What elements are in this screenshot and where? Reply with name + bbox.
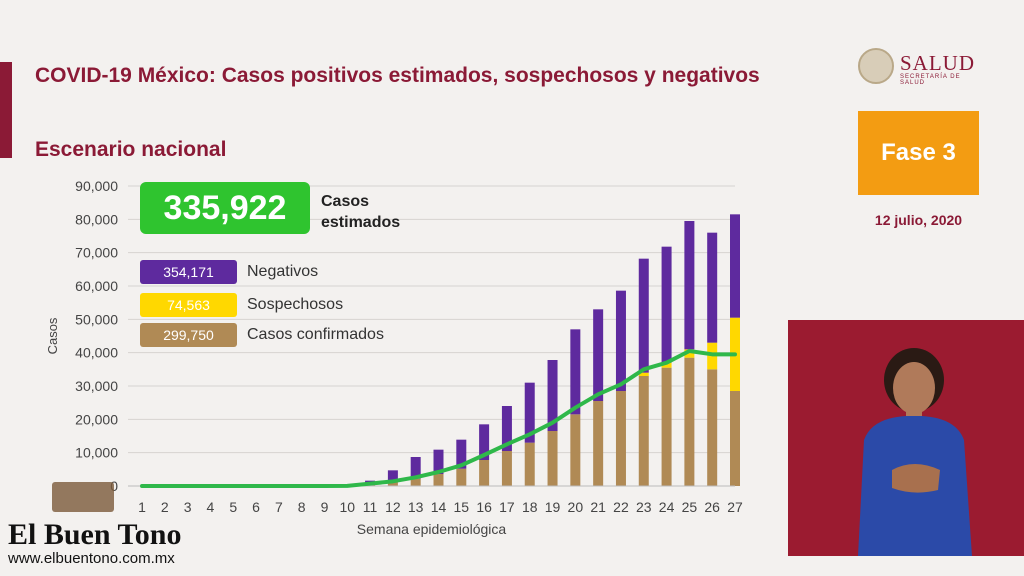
bar-negativos [730, 214, 740, 318]
bar-negativos [524, 382, 535, 443]
watermark-figures [52, 482, 114, 512]
bar-negativos [615, 290, 626, 391]
legend-negativos-label: Negativos [247, 263, 319, 280]
y-tick-label: 0 [110, 478, 118, 494]
bar-casos-confirmados [707, 369, 718, 486]
x-tick-label: 7 [275, 499, 283, 515]
bar-sospechosos [638, 372, 649, 376]
bar-casos-confirmados [593, 401, 604, 486]
bar-casos-confirmados [524, 442, 535, 486]
bar-sospechosos [661, 362, 672, 368]
page-subtitle: Escenario nacional [35, 138, 227, 161]
bar-casos-confirmados [570, 414, 581, 486]
bar-sospechosos [684, 349, 695, 358]
bar-casos-confirmados [433, 474, 444, 486]
x-tick-label: 11 [363, 499, 378, 515]
bar-casos-confirmados [661, 367, 672, 486]
x-tick-label: 15 [454, 499, 470, 515]
logo-subtitle: SECRETARÍA DE SALUD [900, 74, 961, 86]
x-tick-label: 16 [476, 499, 492, 515]
watermark-name: El Buen Tono [8, 518, 182, 551]
x-tick-label: 14 [431, 499, 447, 515]
legend-confirmados-value: 299,750 [140, 323, 237, 347]
x-tick-label: 1 [138, 499, 146, 515]
bar-casos-confirmados [684, 357, 695, 486]
x-axis-label: Semana epidemiológica [357, 521, 507, 537]
bar-negativos [433, 449, 444, 474]
x-tick-label: 21 [590, 499, 606, 515]
legend-confirmados-label: Casos confirmados [247, 326, 384, 343]
bar-negativos [570, 329, 581, 415]
y-tick-label: 70,000 [75, 245, 118, 261]
bar-casos-confirmados [547, 431, 558, 486]
total-estimated-value: 335,922 [140, 182, 310, 234]
x-tick-label: 20 [568, 499, 584, 515]
bar-negativos [661, 246, 672, 363]
line-casos-estimados [140, 349, 737, 488]
x-tick-label: 6 [252, 499, 260, 515]
accent-bar [0, 62, 12, 158]
bar-negativos [456, 439, 467, 469]
bar-negativos [387, 470, 398, 482]
x-tick-label: 26 [704, 499, 720, 515]
bar-negativos [707, 232, 718, 343]
watermark: El Buen Tono www.elbuentono.com.mx [8, 518, 181, 567]
y-tick-label: 20,000 [75, 411, 118, 427]
logo-name: SALUD [900, 51, 976, 75]
report-date: 12 julio, 2020 [874, 212, 963, 228]
phase-badge: Fase 3 [858, 111, 979, 195]
bar-casos-confirmados [387, 482, 398, 486]
seal-icon [858, 48, 894, 84]
legend-sospechosos-label: Sospechosos [247, 296, 344, 313]
x-tick-label: 25 [682, 499, 698, 515]
legend-negativos-value: 354,171 [140, 260, 237, 284]
x-tick-label: 5 [229, 499, 237, 515]
y-tick-label: 30,000 [75, 378, 118, 394]
bar-negativos [479, 424, 490, 460]
watermark-url: www.elbuentono.com.mx [8, 550, 175, 567]
bar-casos-confirmados [456, 468, 467, 486]
y-tick-label: 40,000 [75, 345, 118, 361]
bar-casos-confirmados [638, 376, 649, 486]
bar-casos-confirmados [730, 391, 740, 486]
bar-negativos [410, 457, 421, 479]
page-title: COVID-19 México: Casos positivos estimad… [35, 64, 760, 87]
interpreter-figure [858, 348, 972, 556]
bar-negativos [638, 258, 649, 373]
bar-casos-confirmados [410, 478, 421, 486]
bar-casos-confirmados [501, 451, 512, 486]
y-tick-label: 90,000 [75, 178, 118, 194]
bar-negativos [684, 221, 695, 350]
sign-language-interpreter [788, 320, 1024, 556]
x-tick-label: 24 [659, 499, 675, 515]
y-axis-label: Casos [45, 317, 60, 354]
y-tick-label: 60,000 [75, 278, 118, 294]
x-tick-label: 23 [636, 499, 652, 515]
y-tick-label: 80,000 [75, 211, 118, 227]
salud-logo: SALUD SECRETARÍA DE SALUD [858, 48, 988, 88]
x-tick-label: 3 [184, 499, 192, 515]
x-tick-label: 4 [207, 499, 215, 515]
x-tick-label: 2 [161, 499, 169, 515]
x-tick-label: 13 [408, 499, 424, 515]
bar-casos-confirmados [479, 460, 490, 486]
x-tick-label: 17 [499, 499, 515, 515]
bar-negativos [593, 309, 604, 401]
x-tick-label: 10 [339, 499, 355, 515]
x-tick-label: 9 [321, 499, 329, 515]
bar-negativos [501, 406, 512, 451]
legend-sospechosos-value: 74,563 [140, 293, 237, 317]
total-estimated-label: Casos estimados [321, 193, 401, 231]
bar-casos-confirmados [615, 391, 626, 486]
y-tick-label: 50,000 [75, 311, 118, 327]
y-tick-label: 10,000 [75, 445, 118, 461]
x-tick-label: 22 [613, 499, 629, 515]
x-tick-label: 27 [727, 499, 743, 515]
x-tick-label: 8 [298, 499, 306, 515]
bar-negativos [547, 360, 558, 431]
x-tick-label: 12 [385, 499, 401, 515]
x-tick-label: 18 [522, 499, 538, 515]
x-tick-label: 19 [545, 499, 561, 515]
